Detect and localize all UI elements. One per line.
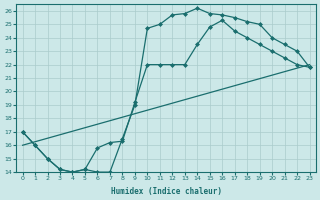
X-axis label: Humidex (Indice chaleur): Humidex (Indice chaleur) — [111, 187, 221, 196]
